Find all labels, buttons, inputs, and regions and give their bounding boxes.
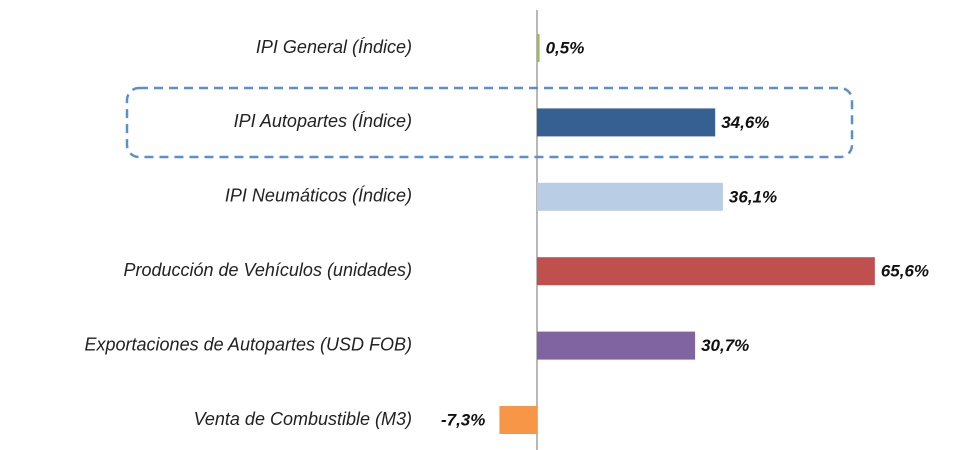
category-label: Producción de Vehículos (unidades): [123, 260, 412, 280]
highlight-box: [125, 86, 854, 159]
bar: [537, 257, 875, 286]
value-label: 30,7%: [701, 336, 749, 355]
category-label: IPI Autopartes (Índice): [234, 111, 412, 131]
category-label: IPI Neumáticos (Índice): [225, 186, 412, 206]
bar: [537, 331, 696, 360]
value-label: 65,6%: [881, 262, 929, 281]
category-label: Venta de Combustible (M3): [194, 409, 412, 429]
bar: [537, 108, 716, 137]
bar: [537, 182, 723, 211]
bar: [499, 406, 537, 434]
value-label: 0,5%: [546, 38, 585, 57]
category-label: IPI General (Índice): [256, 37, 412, 57]
value-label: 36,1%: [729, 187, 777, 206]
bar: [537, 34, 540, 62]
value-label: 34,6%: [721, 113, 769, 132]
value-label: -7,3%: [441, 410, 485, 429]
category-label: Exportaciones de Autopartes (USD FOB): [85, 334, 412, 354]
